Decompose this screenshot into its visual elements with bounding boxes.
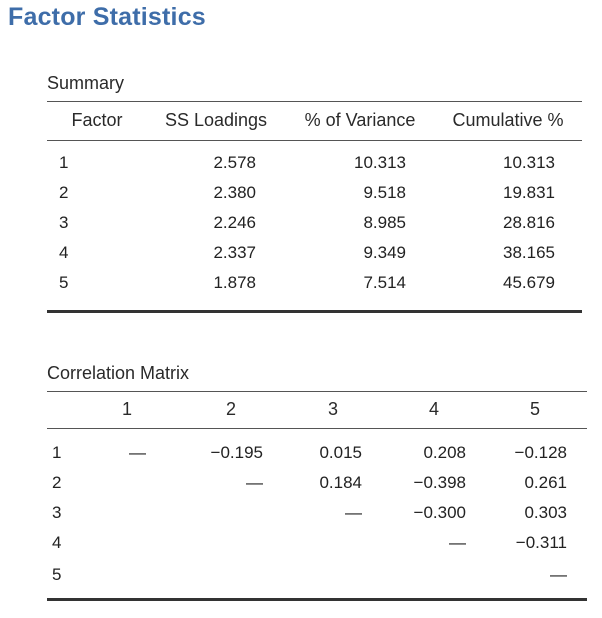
- summary-bottom-rule: [47, 310, 582, 313]
- summary-variance-cell: 9.518: [363, 183, 406, 202]
- summary-variance-cell: 7.514: [363, 273, 406, 292]
- summary-top-rule: [47, 101, 582, 102]
- summary-ss-loadings-cell: 2.578: [213, 153, 256, 172]
- correlation-diagonal-dash: —: [345, 503, 362, 522]
- correlation-col-header: 4: [428, 399, 440, 419]
- correlation-header-rule: [47, 428, 587, 429]
- correlation-caption: Correlation Matrix: [47, 363, 190, 383]
- summary-variance-cell: 10.313: [354, 153, 406, 172]
- correlation-row-label: 5: [52, 565, 62, 584]
- summary-factor-cell: 2: [59, 183, 69, 202]
- summary-variance-cell: 9.349: [363, 243, 406, 262]
- summary-caption: Summary: [47, 73, 125, 93]
- correlation-diagonal-dash: —: [550, 565, 567, 584]
- correlation-diagonal-dash: —: [129, 443, 146, 462]
- correlation-value-cell: 0.015: [319, 443, 362, 462]
- summary-factor-cell: 4: [59, 243, 69, 262]
- summary-header-cumulative: Cumulative %: [452, 110, 564, 130]
- summary-factor-cell: 3: [59, 213, 69, 232]
- correlation-col-header: 1: [121, 399, 133, 419]
- correlation-value-cell: −0.311: [515, 533, 567, 552]
- summary-cumulative-cell: 19.831: [503, 183, 555, 202]
- correlation-diagonal-dash: —: [449, 533, 466, 552]
- summary-factor-cell: 1: [59, 153, 69, 172]
- summary-cumulative-cell: 28.816: [503, 213, 555, 232]
- correlation-value-cell: −0.398: [413, 473, 466, 492]
- summary-ss-loadings-cell: 2.246: [213, 213, 256, 232]
- correlation-value-cell: −0.300: [413, 503, 466, 522]
- summary-factor-cell: 5: [59, 273, 69, 292]
- summary-cumulative-cell: 45.679: [503, 273, 555, 292]
- correlation-row-label: 4: [52, 533, 62, 552]
- summary-header-variance: % of Variance: [304, 110, 416, 130]
- correlation-row-label: 2: [52, 473, 62, 492]
- summary-header-ss-loadings: SS Loadings: [164, 110, 268, 130]
- summary-ss-loadings-cell: 2.380: [213, 183, 256, 202]
- summary-ss-loadings-cell: 2.337: [213, 243, 256, 262]
- correlation-top-rule: [47, 391, 587, 392]
- correlation-row-label: 3: [52, 503, 62, 522]
- summary-cumulative-cell: 10.313: [503, 153, 555, 172]
- correlation-value-cell: 0.184: [319, 473, 362, 492]
- summary-header-rule: [47, 140, 582, 141]
- correlation-col-header: 3: [327, 399, 339, 419]
- page-title: Factor Statistics: [8, 3, 206, 31]
- summary-variance-cell: 8.985: [363, 213, 406, 232]
- correlation-col-header: 5: [529, 399, 541, 419]
- correlation-diagonal-dash: —: [246, 473, 263, 492]
- correlation-value-cell: 0.208: [423, 443, 466, 462]
- correlation-col-header: 2: [225, 399, 237, 419]
- summary-header-factor: Factor: [71, 110, 123, 130]
- correlation-bottom-rule: [47, 598, 587, 601]
- summary-cumulative-cell: 38.165: [503, 243, 555, 262]
- correlation-value-cell: 0.303: [524, 503, 567, 522]
- correlation-value-cell: −0.195: [210, 443, 263, 462]
- correlation-value-cell: 0.261: [524, 473, 567, 492]
- correlation-row-label: 1: [52, 443, 62, 462]
- summary-ss-loadings-cell: 1.878: [213, 273, 256, 292]
- correlation-value-cell: −0.128: [514, 443, 567, 462]
